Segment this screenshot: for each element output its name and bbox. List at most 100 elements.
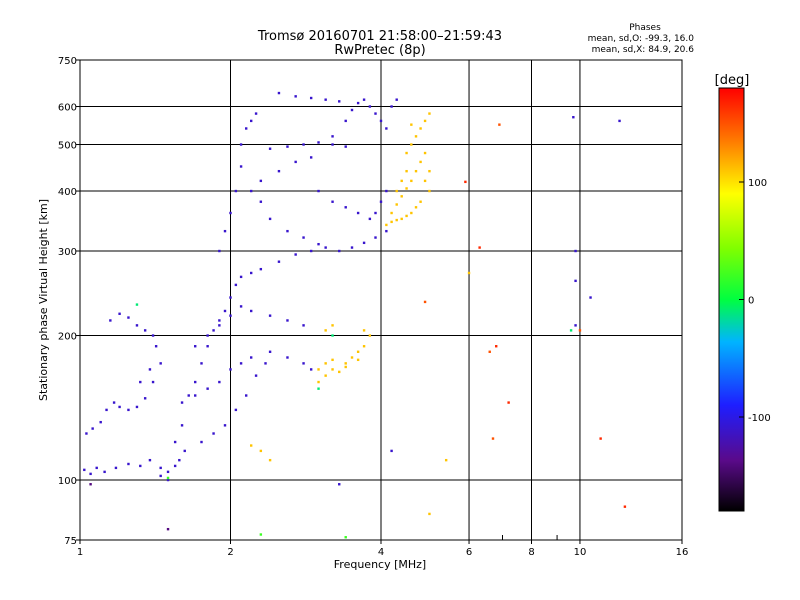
data-point [324, 329, 327, 332]
data-point [91, 427, 94, 430]
data-point [405, 187, 408, 190]
data-point [249, 309, 253, 313]
data-point [569, 329, 573, 332]
data-point [183, 449, 186, 453]
data-point [414, 169, 418, 173]
x-tick-label: 4 [378, 547, 384, 558]
data-point [302, 324, 305, 327]
data-point [344, 145, 347, 148]
data-point [309, 249, 313, 253]
x-tick-label: 8 [528, 547, 534, 558]
data-point [112, 401, 116, 404]
data-point [331, 135, 334, 138]
y-axis-label: Stationary phase Virtual Height [km] [37, 199, 50, 401]
data-point [419, 200, 422, 203]
data-point [212, 432, 215, 435]
data-point [390, 105, 393, 108]
data-point [114, 466, 118, 470]
x-tick-label: 2 [227, 547, 233, 558]
data-point [223, 424, 227, 427]
data-point [302, 143, 305, 146]
data-point [331, 324, 334, 327]
data-point [127, 462, 130, 466]
data-point [324, 362, 327, 365]
data-point [223, 229, 227, 233]
data-point [239, 143, 243, 146]
data-point [99, 420, 102, 424]
data-point [467, 271, 471, 275]
data-point [385, 189, 388, 193]
data-point [259, 200, 263, 203]
data-point [277, 91, 281, 95]
data-point [234, 283, 238, 287]
data-point [350, 108, 354, 112]
x-tick-label: 1 [77, 547, 83, 558]
data-point [206, 334, 209, 337]
data-point [405, 214, 408, 218]
data-point [419, 160, 422, 164]
data-point [83, 468, 86, 472]
chart-title: Tromsø 20160701 21:58:00–21:59:43 [257, 29, 502, 44]
data-point [254, 112, 258, 115]
data-point [239, 305, 243, 308]
data-point [331, 334, 334, 337]
stats-line-o: mean, sd,O: -99.3, 16.0 [588, 34, 695, 44]
colorbar-tick-label: 0 [748, 296, 754, 307]
data-point [414, 135, 418, 138]
data-point [423, 119, 427, 123]
data-point [374, 112, 377, 115]
data-point [173, 440, 177, 444]
data-point [254, 374, 258, 377]
colorbar-label: [deg] [715, 73, 750, 88]
data-point [166, 476, 170, 480]
data-point [356, 211, 360, 215]
data-point [302, 236, 305, 239]
stats-title: Phases [629, 23, 661, 33]
data-point [245, 394, 248, 397]
data-point [218, 319, 221, 322]
data-point [410, 123, 413, 126]
data-point [294, 95, 297, 98]
data-point [338, 483, 341, 486]
data-point [423, 151, 427, 155]
data-point [414, 206, 418, 209]
data-point [356, 101, 360, 105]
data-point [127, 316, 130, 319]
data-point [259, 179, 263, 183]
data-point [151, 380, 155, 384]
data-point [139, 380, 142, 384]
data-point [400, 179, 403, 183]
data-point [268, 217, 272, 221]
data-point [239, 362, 243, 365]
data-point [344, 365, 347, 369]
data-point [578, 329, 582, 332]
data-point [229, 296, 232, 299]
data-point [229, 314, 232, 317]
data-point [89, 472, 92, 476]
data-point [309, 368, 313, 371]
data-point [139, 464, 142, 468]
data-point [362, 98, 366, 101]
data-point [390, 220, 393, 224]
data-point [118, 405, 121, 409]
data-point [135, 324, 139, 327]
data-point [410, 211, 413, 215]
data-point [395, 203, 398, 206]
data-point [338, 100, 341, 103]
data-point [309, 156, 313, 159]
data-point [148, 368, 152, 371]
data-point [379, 200, 383, 203]
data-point [229, 368, 232, 371]
data-point [331, 200, 334, 203]
data-point [428, 169, 431, 173]
data-point [135, 303, 139, 306]
data-point [400, 217, 403, 221]
data-point [294, 160, 297, 164]
data-point [428, 189, 431, 193]
y-axis: 75 100 200 300 400 500 600 750 [58, 56, 80, 547]
data-point [385, 223, 388, 227]
data-point [395, 98, 398, 101]
x-axis-label: Frequency [MHz] [334, 558, 426, 571]
data-point [589, 296, 592, 299]
